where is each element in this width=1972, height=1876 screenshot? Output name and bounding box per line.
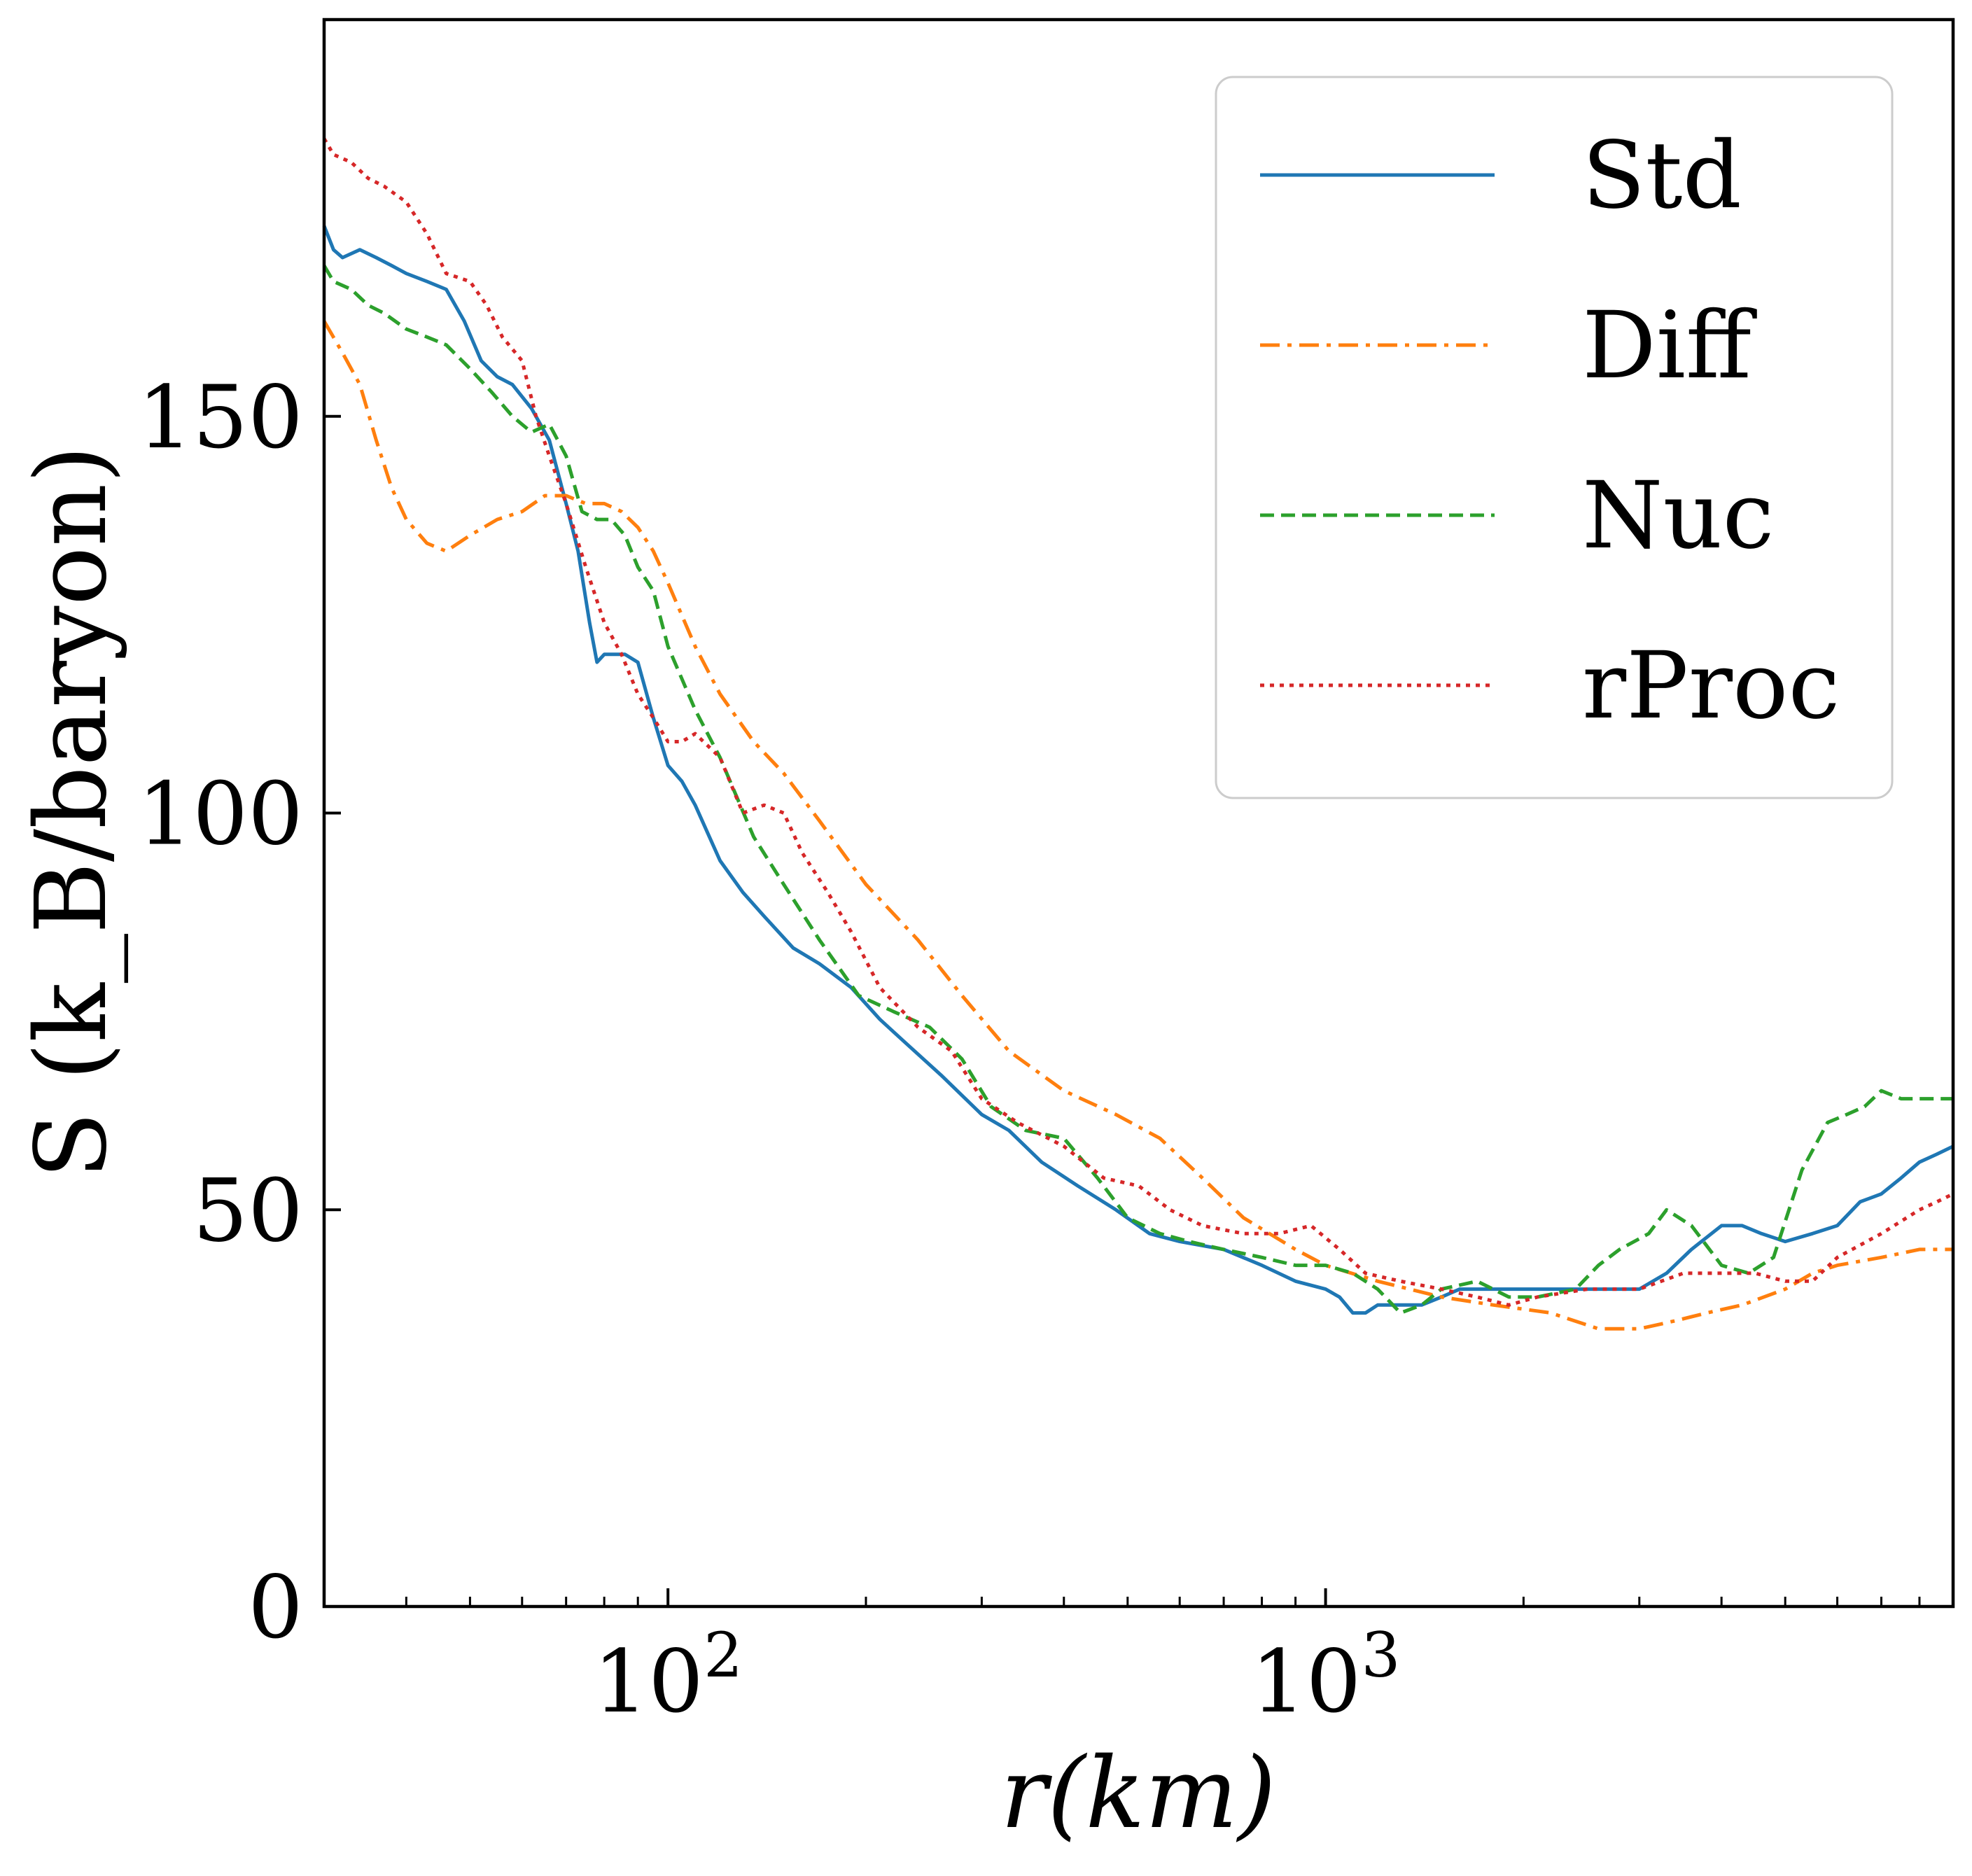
x-tick-label-base: 10: [1251, 1632, 1362, 1732]
y-tick-label: 50: [193, 1161, 303, 1261]
series-layer: [322, 137, 1954, 1331]
x-tick-label-exponent: 3: [1361, 1619, 1400, 1691]
legend-box: [1215, 76, 1894, 799]
plot-frame: [322, 18, 1955, 1609]
x-axis-label: r(km): [1000, 1737, 1276, 1851]
x-axis-label-text: r(km): [1000, 1737, 1276, 1851]
legend-label-diff: Diff: [1582, 292, 1757, 400]
y-tick-label: 100: [137, 764, 303, 865]
legend: Std Diff Nuc rProc: [1215, 76, 1894, 799]
y-tick-label: 0: [248, 1558, 303, 1658]
legend-label-nuc: Nuc: [1582, 462, 1774, 570]
legend-label-std: Std: [1582, 122, 1742, 230]
series-line-std: [322, 225, 1954, 1315]
y-tick-label: 150: [137, 368, 303, 468]
y-axis-label: S (k_B/baryon): [15, 445, 129, 1179]
x-tick-label: 103: [1251, 1619, 1401, 1732]
series-line-diff: [322, 320, 1953, 1331]
x-tick-label-base: 10: [593, 1632, 704, 1732]
legend-label-rproc: rProc: [1582, 632, 1840, 740]
y-axis-label-text: S (k_B/baryon): [15, 445, 129, 1179]
series-line-nuc: [322, 265, 1953, 1315]
x-tick-label: 102: [593, 1619, 743, 1732]
x-tick-label-exponent: 2: [704, 1619, 743, 1691]
